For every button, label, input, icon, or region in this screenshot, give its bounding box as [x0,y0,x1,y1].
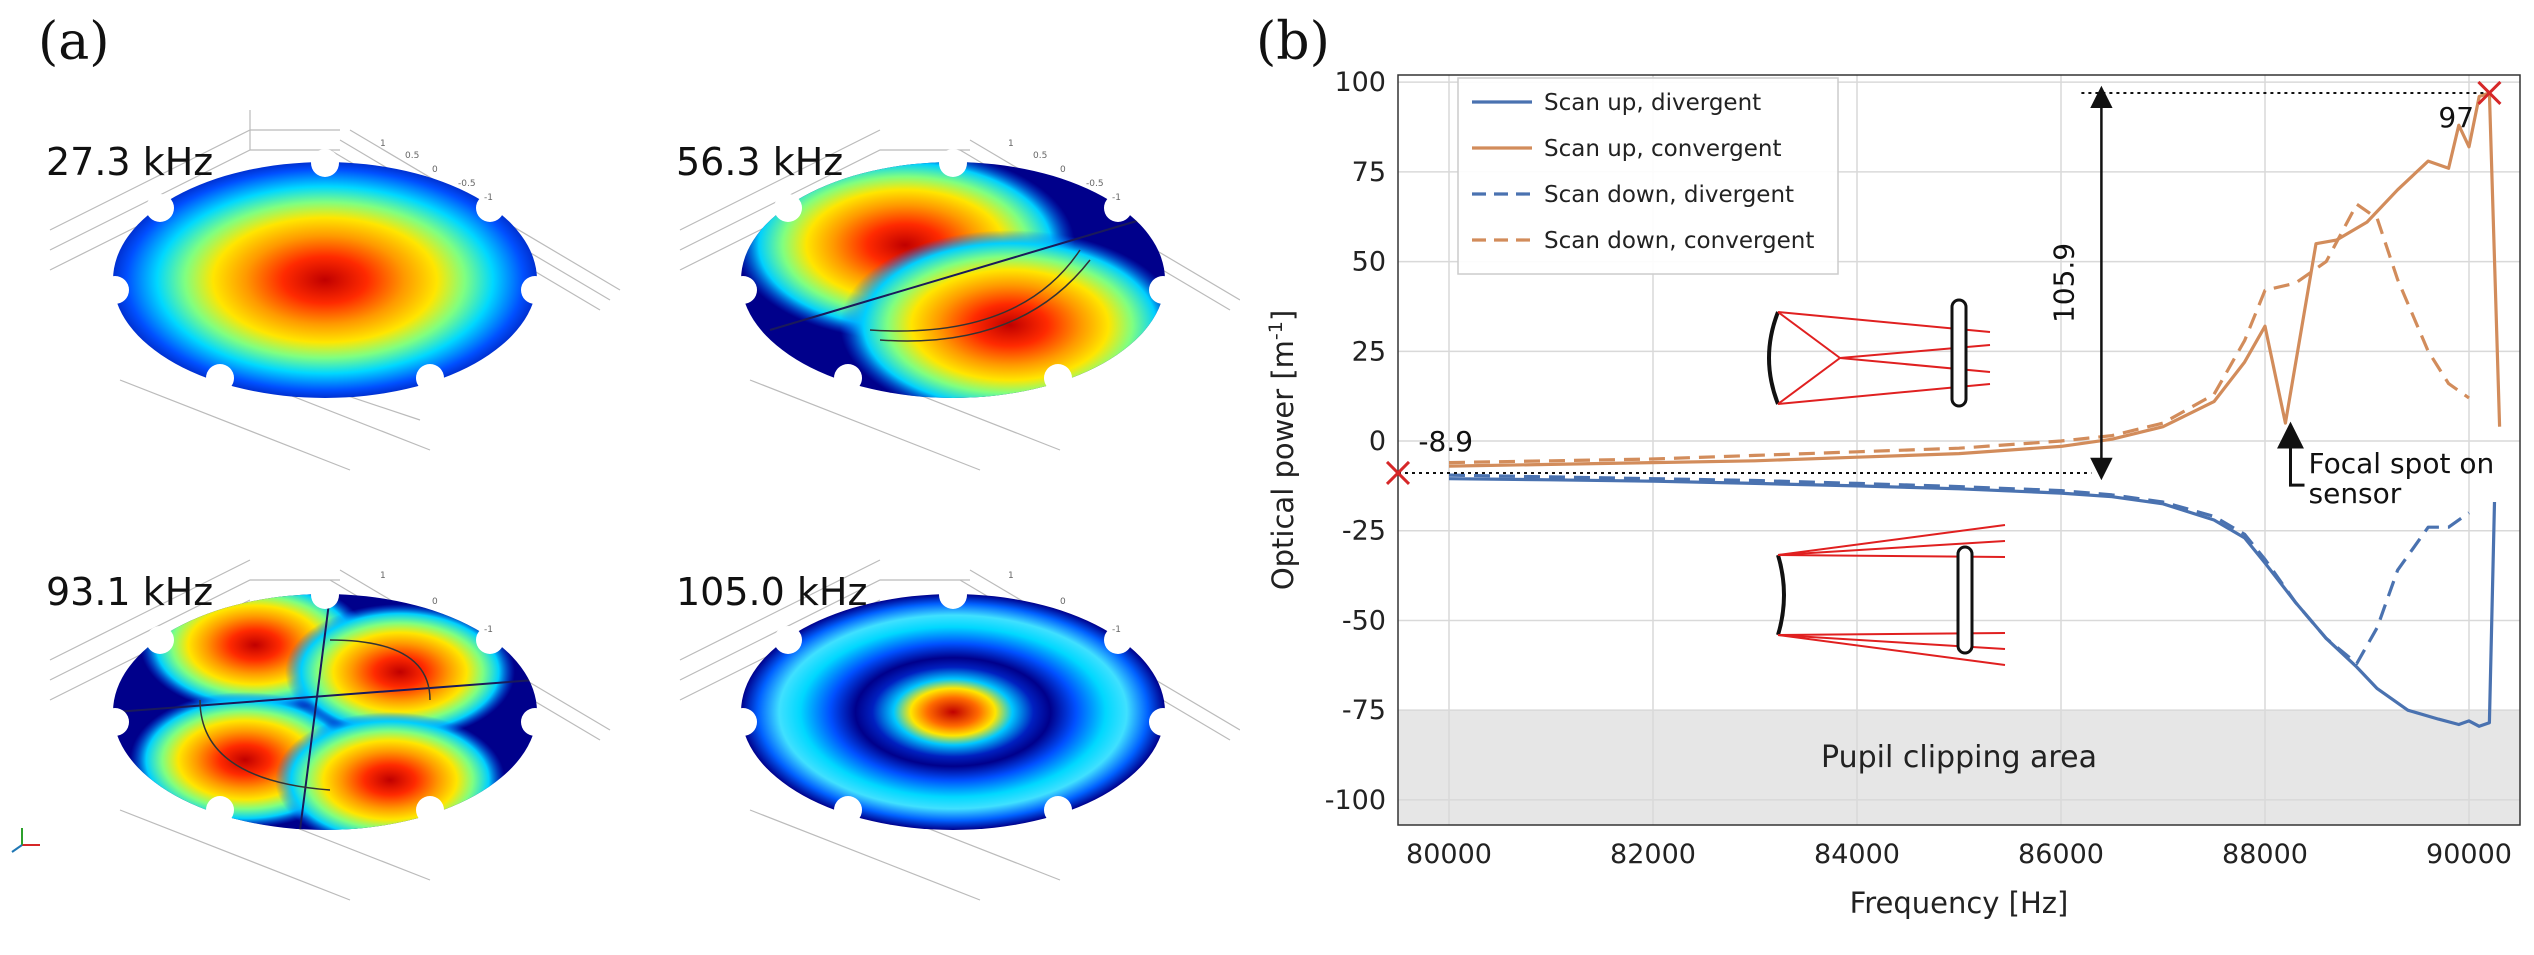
axis-tick-value: -1 [1112,625,1121,635]
y-tick-label: -75 [1342,695,1386,726]
axis-tick-value: 0.5 [1033,151,1047,161]
pupil-clipping-label: Pupil clipping area [1821,740,2097,775]
legend-label-3: Scan down, divergent [1544,182,1794,208]
axis-tick-value: 1 [1008,139,1014,149]
axis-tick-value: -0.5 [1086,179,1104,189]
legend-label-1: Scan up, divergent [1544,90,1761,116]
axis-tick-values: 1 0.5 0 -0.5 -1 1 0.5 0 -0.5 -1 1 0 -1 1… [380,139,1121,635]
focal-spot-note-line2: sensor [2309,477,2402,510]
span-value-label: 105.9 [2047,243,2080,323]
focal-spot-arrow [2277,421,2305,487]
mode-shape-figures: 1 0.5 0 -0.5 -1 1 0.5 0 -0.5 -1 1 0 -1 1… [11,110,1240,901]
convergent-ray-diagram [1767,298,1991,408]
panel-b-label: (b) [1256,12,1330,72]
y-axis-label-main: Optical power [m [1266,340,1300,590]
panel-a-label: (a) [38,12,110,72]
x-tick-label: 82000 [1610,839,1696,870]
axis-tick-value: 0 [432,165,438,175]
marker-stroke [1385,460,1411,486]
divergent-ray-diagram [1776,524,2006,666]
y-tick-label: -50 [1342,605,1386,636]
y-tick-label: 100 [1334,67,1386,98]
min-value-label: -8.9 [1418,425,1473,458]
y-tick-label: 75 [1352,157,1386,188]
max-value-label: 97 [2438,101,2474,134]
axis-tick-value: 0 [1060,597,1066,607]
axis-tick-value: 1 [380,139,386,149]
extreme-marker-1 [1385,460,1411,486]
series-line-1 [1448,477,2497,728]
mode-shape-two-lobe [729,149,1177,398]
axis-tick-value: 0 [1060,165,1066,175]
legend-label-2: Scan up, convergent [1544,136,1781,162]
marker-stroke [2477,80,2502,106]
legend-label-4: Scan down, convergent [1544,228,1814,254]
mode-label: 93.1 kHz [46,570,214,614]
series-line-2 [1448,91,2502,468]
axis-tick-value: 1 [1008,571,1014,581]
y-axis-label-close: ] [1266,310,1300,321]
series-line-3 [1448,473,2470,666]
y-tick-label: 25 [1352,336,1386,367]
axis-tick-value: 0 [432,597,438,607]
axis-tick-value: 1 [380,571,386,581]
plot-frame [1397,74,2521,826]
mode-shape-four-lobe [101,581,549,830]
x-tick-label: 80000 [1406,839,1492,870]
mode-label: 56.3 kHz [676,140,844,184]
axis-tick-value: -1 [484,193,493,203]
series-line-4 [1448,202,2470,465]
y-tick-label: -100 [1325,785,1386,816]
optical-power-chart: Pupil clipping area 100 75 50 25 0 -25 -50 -75 -… [1265,67,2521,920]
mode-label: 27.3 kHz [46,140,214,184]
y-axis-label-superscript: -1 [1265,321,1287,340]
y-tick-label: 0 [1369,426,1386,457]
x-axis-label: Frequency [Hz] [1850,886,2069,920]
x-tick-label: 84000 [1814,839,1900,870]
mode-shape-ring-center [729,581,1177,830]
y-tick-label: -25 [1342,516,1386,547]
pupil-clipping-area [1398,710,2520,825]
x-tick-label: 86000 [2018,839,2104,870]
axis-triad-icon [11,828,40,853]
axis-tick-value: -1 [484,625,493,635]
x-tick-label: 90000 [2426,839,2512,870]
legend: Scan up, divergent Scan up, convergent Sca… [1457,77,1839,275]
focal-spot-note-line1: Focal spot on [2309,447,2495,480]
y-tick-label: 50 [1352,247,1386,278]
axis-tick-value: -0.5 [458,179,476,189]
extreme-marker-2 [2477,80,2502,106]
mode-label: 105.0 kHz [676,570,868,614]
x-tick-label: 88000 [2222,839,2308,870]
mode-shape-single-lobe [101,149,549,398]
y-axis-label: Optical power [m-1] [1265,310,1300,590]
axis-tick-value: 0.5 [405,151,419,161]
axis-tick-value: -1 [1112,193,1121,203]
